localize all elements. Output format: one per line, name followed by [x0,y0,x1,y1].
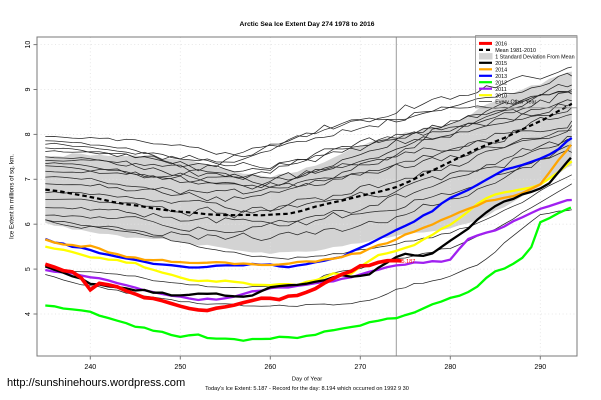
svg-text:2014: 2014 [495,67,507,73]
svg-text:240: 240 [84,363,96,371]
svg-text:250: 250 [174,363,186,371]
svg-text:2015: 2015 [495,61,507,67]
svg-text:8: 8 [24,132,32,136]
svg-text:1 Standard Deviation From Mean: 1 Standard Deviation From Mean [495,54,574,60]
svg-text:Arctic Sea Ice Extent Day 274: Arctic Sea Ice Extent Day 274 1978 to 20… [240,21,375,28]
svg-text:270: 270 [354,363,366,371]
svg-text:Ice Extent in millions of sq.: Ice Extent in millions of sq. km. [9,154,16,239]
svg-text:4: 4 [24,312,32,316]
svg-text:7: 7 [24,177,32,181]
svg-text:5: 5 [24,267,32,271]
svg-text:2016: 2016 [495,42,507,48]
svg-text:Mean 1981-2010: Mean 1981-2010 [495,48,536,54]
svg-text:Today's Ice Extent: 5.187 -: Today's Ice Extent: 5.187 - Record for t… [205,386,409,392]
svg-text:10: 10 [24,41,32,49]
svg-text:2012: 2012 [495,80,507,86]
svg-text:6: 6 [24,222,32,226]
svg-text:Day of Year: Day of Year [292,377,322,383]
svg-text:9: 9 [24,87,32,91]
svg-text:2013: 2013 [495,74,507,80]
svg-text:Every Other Year: Every Other Year [495,100,536,106]
svg-text:http://sunshinehours.wordpress: http://sunshinehours.wordpress.com [7,377,185,389]
svg-text:280: 280 [444,363,456,371]
svg-text:2010: 2010 [495,93,507,99]
svg-text:5.187: 5.187 [402,259,416,265]
svg-text:260: 260 [264,363,276,371]
svg-text:290: 290 [534,363,546,371]
svg-text:2011: 2011 [495,87,507,93]
